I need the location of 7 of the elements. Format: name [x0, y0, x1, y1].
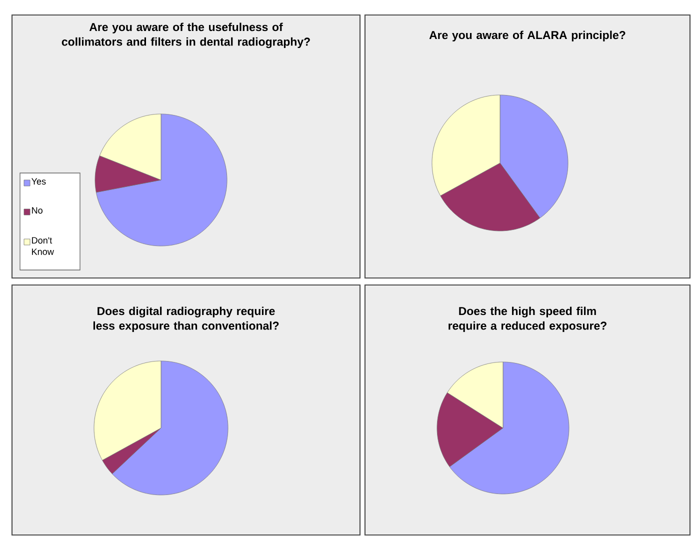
chart-title: Does digital radiography require less exposure than conventional? — [93, 306, 279, 332]
legend-label: Don't Know — [32, 237, 54, 255]
chart-title: Are you aware of the usefulness of collimators and filters in dental radiography? — [62, 22, 310, 48]
chart-title: Are you aware of ALARA principle? — [429, 30, 626, 42]
legend-label: Yes — [31, 178, 46, 185]
legend-label: No — [32, 207, 42, 214]
chart-title: Does the high speed film require a reduced exposure? — [448, 306, 606, 332]
